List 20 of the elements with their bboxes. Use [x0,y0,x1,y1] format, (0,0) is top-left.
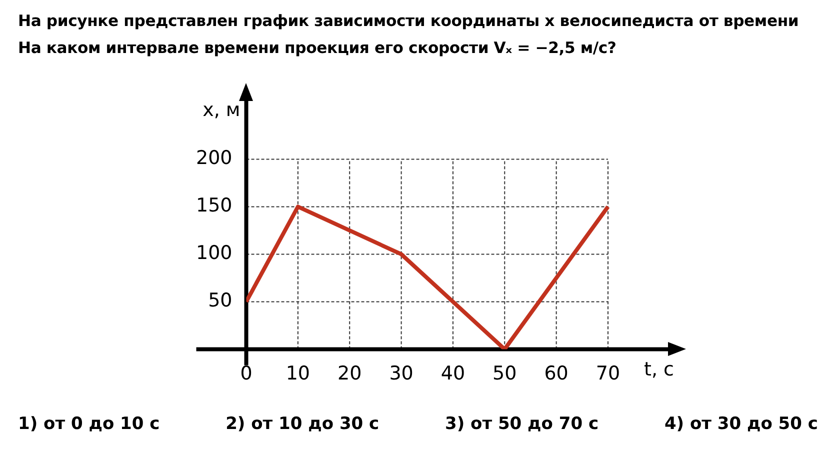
y-tick-label: 200 [196,147,232,170]
y-axis-title: x, м [202,98,240,121]
x-tick-label: 50 [492,362,517,385]
chart-subtitle: На каком интервале времени проекция его скорости Vₓ = −2,5 м/с? [18,38,618,59]
x-tick-label: 70 [596,362,620,385]
x-tick-label: 10 [286,362,310,385]
x-tick-label: 0 [240,362,252,385]
text: 2) от 10 до 30 с [226,414,380,434]
x-axis-title: t, с [644,358,674,381]
text: 1) от 0 до 10 с [18,414,160,434]
y-tick-label: 150 [196,194,232,217]
x-tick-label: 40 [440,362,466,385]
x-tick-label: 60 [544,362,568,385]
y-tick-label: 100 [196,242,232,264]
y-tick-label: 50 [208,290,232,312]
chart-title: На рисунке представлен график зависимости координаты x велосипедиста от времени [18,11,799,32]
text: 4) от 30 до 50 с [664,414,818,434]
x-tick-label: 30 [389,362,414,385]
text: 3) от 50 до 70 с [445,414,599,434]
x-tick-label: 20 [338,362,362,385]
